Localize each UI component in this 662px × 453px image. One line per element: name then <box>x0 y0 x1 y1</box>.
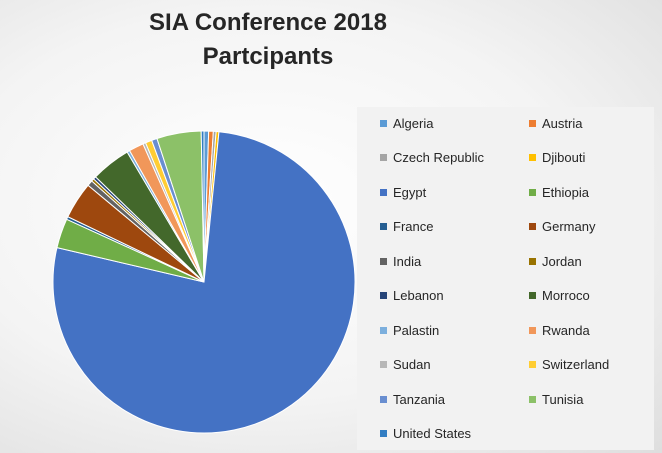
legend-label: Morroco <box>542 288 590 303</box>
legend-label: Egypt <box>393 184 427 200</box>
legend-swatch <box>529 223 536 230</box>
legend-swatch <box>380 292 387 299</box>
legend-swatch <box>380 395 387 403</box>
pie-slice-united-states <box>200 130 205 283</box>
legend-swatch <box>380 154 387 161</box>
legend-item-egypt: Egypt <box>380 182 426 202</box>
legend-label: United States <box>393 426 472 441</box>
legend-swatch <box>529 188 536 196</box>
legend-item-france: France <box>380 217 433 237</box>
legend-swatch <box>529 257 536 265</box>
legend-swatch <box>529 395 536 403</box>
legend-swatch <box>380 257 387 265</box>
legend-swatch <box>529 119 536 127</box>
legend-item-algeria: Algeria <box>380 113 433 133</box>
legend-item-sudan: Sudan <box>380 355 431 375</box>
chart-title-line-2: Partcipants <box>202 43 334 70</box>
legend-label: Tanzania <box>393 391 446 407</box>
legend-label: Djibouti <box>542 150 586 165</box>
legend: Algeria Austria Czech Republic Djibouti Egyp… <box>357 107 654 450</box>
legend-label: Austria <box>542 115 583 131</box>
legend-label: Algeria <box>393 115 434 131</box>
legend-swatch <box>380 430 387 437</box>
legend-item-india: India <box>380 251 421 271</box>
legend-swatch <box>380 188 387 196</box>
legend-label: Czech Republic <box>393 150 485 165</box>
legend-item-switzerland: Switzerland <box>529 355 609 375</box>
legend-label: Jordan <box>542 253 582 269</box>
legend-item-lebanon: Lebanon <box>380 286 444 306</box>
legend-swatch <box>380 361 387 368</box>
legend-item-tanzania: Tanzania <box>380 389 445 409</box>
legend-item-rwanda: Rwanda <box>529 320 590 340</box>
legend-item-djibouti: Djibouti <box>529 148 585 168</box>
legend-label: India <box>393 253 422 269</box>
legend-label: Switzerland <box>542 357 610 372</box>
legend-item-austria: Austria <box>529 113 582 133</box>
legend-item-palastin: Palastin <box>380 320 439 340</box>
legend-label: Sudan <box>393 357 431 372</box>
legend-item-germany: Germany <box>529 217 595 237</box>
pie-slice-egypt <box>52 131 356 434</box>
legend-item-morroco: Morroco <box>529 286 590 306</box>
legend-swatch <box>380 119 387 127</box>
legend-label: Lebanon <box>393 288 444 303</box>
legend-swatch <box>529 154 536 161</box>
legend-swatch <box>380 223 387 230</box>
legend-swatch <box>529 292 536 299</box>
chart-title: SIA Conference 2018 Partcipants <box>118 6 418 74</box>
legend-swatch <box>529 326 536 334</box>
legend-label: Rwanda <box>542 322 590 338</box>
legend-item-czech-republic: Czech Republic <box>380 148 484 168</box>
legend-item-tunisia: Tunisia <box>529 389 583 409</box>
legend-label: Ethiopia <box>542 184 589 200</box>
legend-swatch <box>529 361 536 368</box>
chart-title-line-1: SIA Conference 2018 <box>149 9 387 36</box>
legend-label: Palastin <box>393 322 440 338</box>
legend-label: Germany <box>542 219 596 234</box>
legend-label: Tunisia <box>542 391 584 407</box>
legend-label: France <box>393 219 434 234</box>
legend-item-united-states: United States <box>380 424 471 444</box>
legend-swatch <box>380 326 387 334</box>
legend-item-ethiopia: Ethiopia <box>529 182 589 202</box>
legend-item-jordan: Jordan <box>529 251 582 271</box>
